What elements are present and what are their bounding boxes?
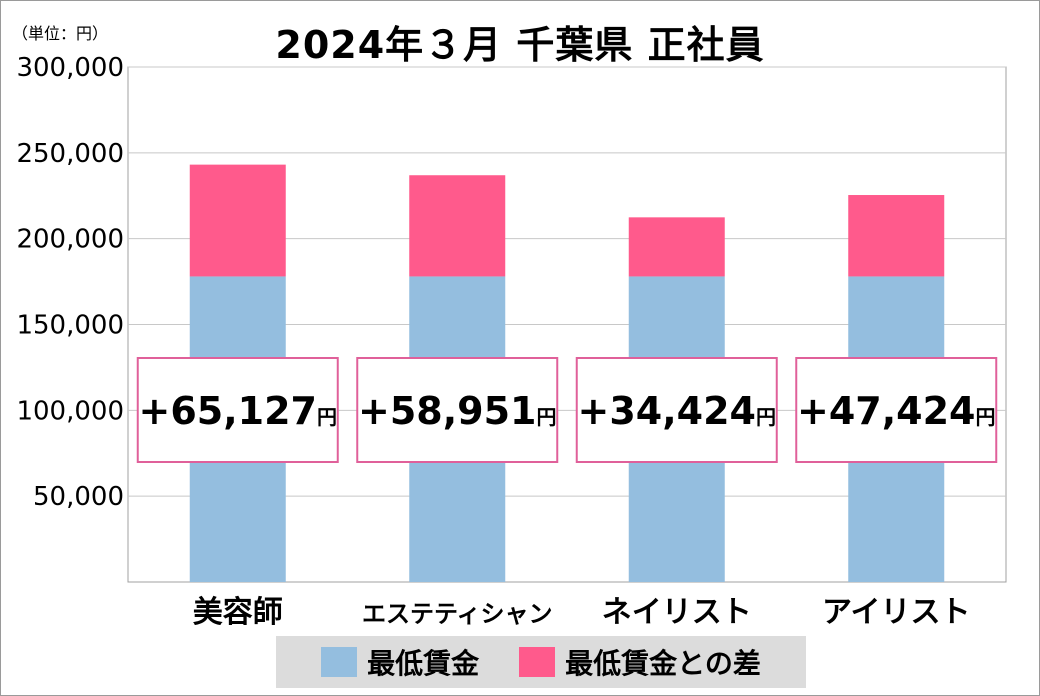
data-label-unit: 円	[536, 405, 556, 429]
legend-item-diff: 最低賃金との差	[519, 642, 761, 682]
x-tick-label: アイリスト	[822, 595, 971, 630]
data-label-value: +47,424	[797, 389, 975, 433]
data-label-value: +58,951	[358, 389, 536, 433]
x-tick-label: ネイリスト	[602, 595, 752, 630]
data-label: +34,424円	[578, 389, 776, 433]
unit-label: （単位：円）	[12, 24, 109, 43]
bar-diff	[628, 217, 725, 277]
y-tick-label: 50,000	[33, 482, 124, 512]
chart-title: 2024年３月 千葉県 正社員	[275, 23, 765, 67]
data-label-unit: 円	[756, 405, 776, 429]
legend-label-base: 最低賃金	[367, 647, 480, 680]
x-tick-label: エステティシャン	[362, 600, 553, 628]
data-label: +65,127円	[139, 389, 337, 433]
data-label: +47,424円	[797, 389, 995, 433]
y-tick-label: 150,000	[16, 311, 124, 341]
y-tick-label: 300,000	[16, 53, 124, 83]
data-label-box	[795, 357, 998, 463]
legend-swatch-diff	[519, 647, 556, 677]
x-tick-label: 美容師	[193, 595, 283, 630]
y-tick-label: 200,000	[16, 225, 124, 255]
y-tick-label: 250,000	[16, 139, 124, 169]
bar-diff	[848, 195, 945, 277]
legend-label-diff: 最低賃金との差	[565, 647, 761, 680]
bar-diff	[189, 164, 286, 277]
data-label: +58,951円	[358, 389, 556, 433]
legend-swatch-base	[321, 647, 358, 677]
data-label-unit: 円	[317, 405, 337, 429]
data-label-box	[356, 357, 559, 463]
legend-item-base: 最低賃金	[321, 642, 479, 682]
data-label-box	[575, 357, 778, 463]
data-label-box	[136, 357, 339, 463]
y-tick-label: 100,000	[16, 396, 124, 426]
legend: 最低賃金 最低賃金との差	[276, 636, 806, 688]
data-label-unit: 円	[975, 405, 995, 429]
data-label-value: +34,424	[578, 389, 756, 433]
bar-diff	[409, 175, 506, 277]
data-label-value: +65,127	[139, 389, 317, 433]
